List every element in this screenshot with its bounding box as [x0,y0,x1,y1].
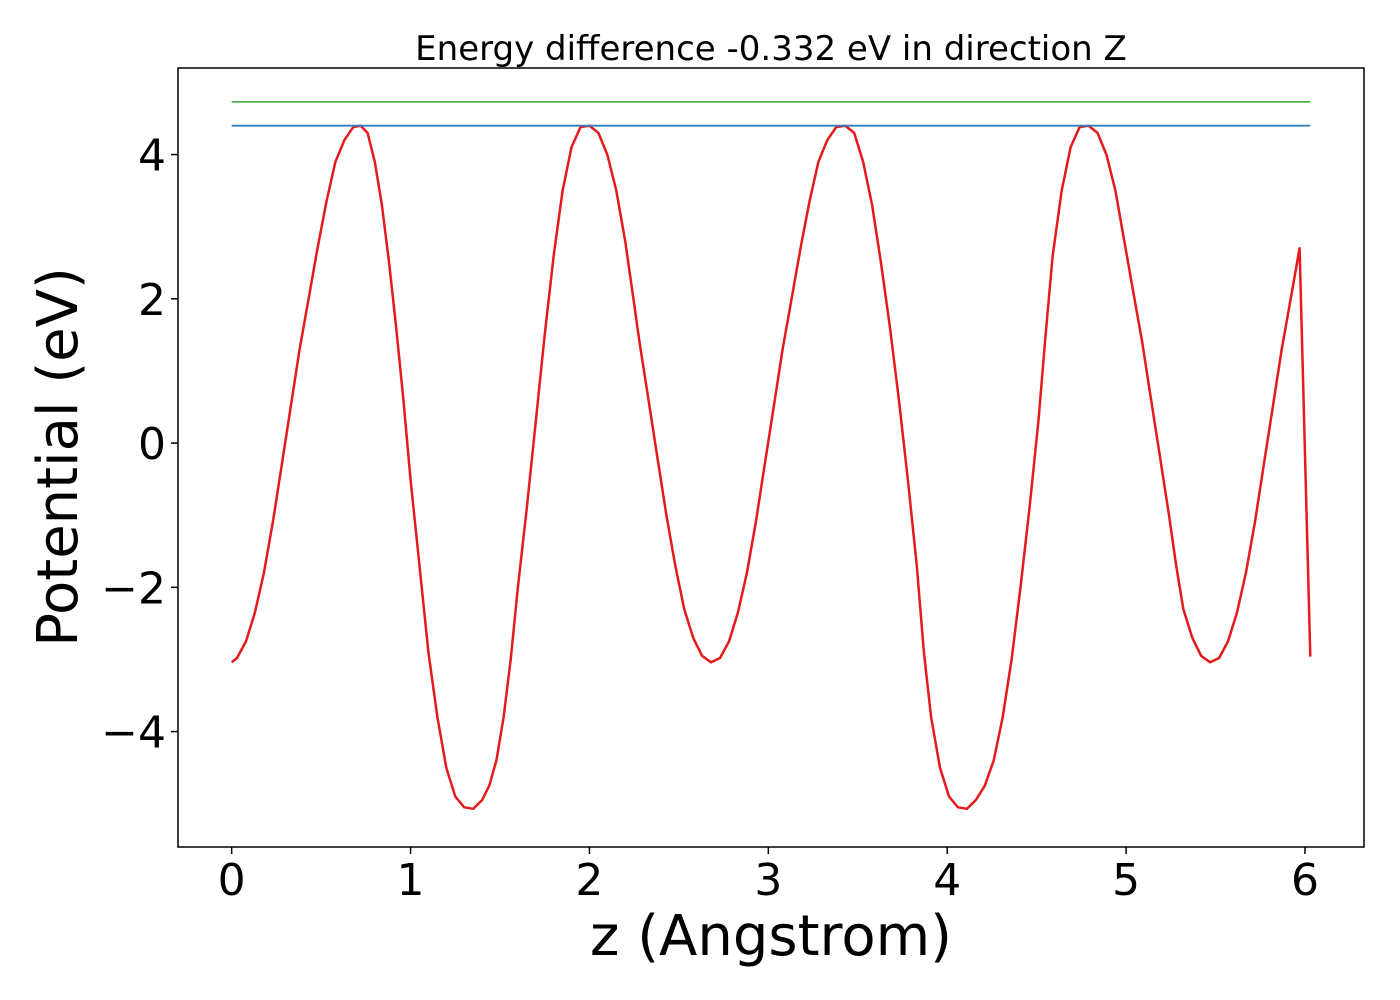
x-axis: 0 1 2 3 4 5 6 [218,847,1319,906]
chart-title: Energy difference -0.332 eV in direction… [415,29,1127,69]
series-line-0 [230,124,1312,811]
x-tick-label: 5 [1112,855,1140,906]
axes-frame [177,67,1365,848]
x-tick-label: 4 [933,855,961,906]
y-axis: −4 −2 0 2 4 [101,131,178,759]
y-tick-label: 2 [138,275,166,326]
x-tick-label: 6 [1291,855,1319,906]
plot-area [230,101,1312,811]
y-tick-label: −4 [101,708,166,759]
y-tick-label: 0 [138,419,166,470]
x-tick-label: 0 [218,855,246,906]
x-tick-label: 2 [575,855,603,906]
y-axis-label: Potential (eV) [26,267,91,647]
x-tick-label: 1 [397,855,425,906]
y-tick-label: −2 [101,563,166,614]
x-axis-label: z (Angstrom) [590,904,952,969]
y-tick-label: 4 [138,131,166,182]
x-tick-label: 3 [754,855,782,906]
